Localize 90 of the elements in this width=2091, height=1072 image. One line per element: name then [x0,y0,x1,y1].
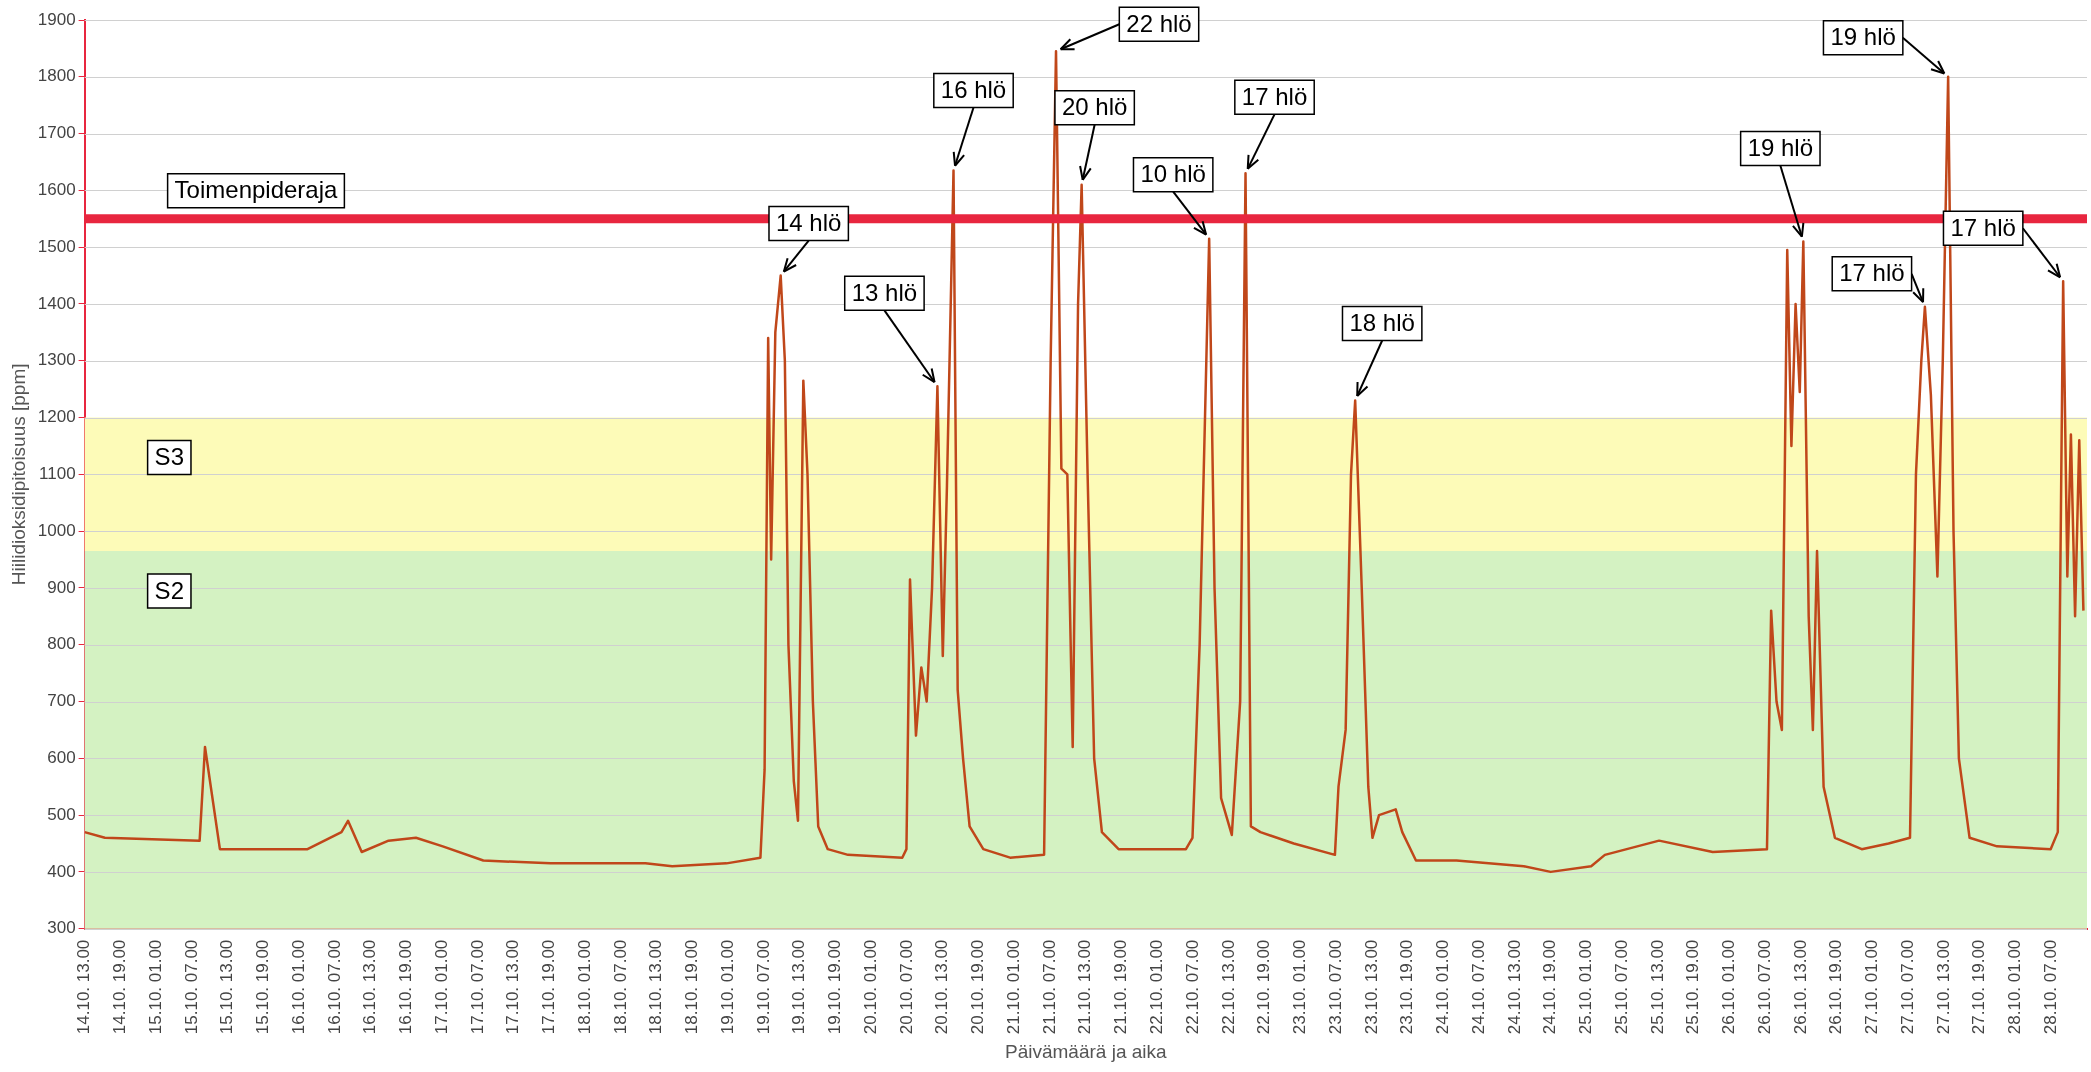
y-tick-label: 800 [47,634,76,654]
annotation: 19 hlö [1747,134,1814,162]
y-tick-label: 1800 [37,66,76,86]
annotation: 17 hlö [1839,259,1905,287]
x-tick-label: 14.10. 19.00 [110,939,130,1035]
x-tick-label: 15.10. 07.00 [181,939,201,1035]
x-tick-label: 26.10. 07.00 [1754,939,1774,1035]
x-tick-label: 26.10. 19.00 [1826,939,1846,1035]
x-tick-label: 16.10. 13.00 [360,939,380,1035]
x-tick-label: 28.10. 01.00 [2005,939,2025,1035]
x-tick-label: 27.10. 07.00 [1897,939,1917,1035]
y-tick-label: 400 [47,861,76,881]
x-tick-label: 24.10. 19.00 [1540,939,1560,1035]
annotation: 19 hlö [1830,23,1896,51]
x-tick-label: 21.10. 01.00 [1003,939,1023,1035]
x-tick-label: 25.10. 19.00 [1683,939,1703,1035]
ref-line-label: Toimenpideraja [174,176,339,204]
y-tick-label: 1400 [37,293,76,313]
annotation: 17 hlö [1241,82,1308,110]
x-tick-label: 24.10. 07.00 [1468,939,1488,1035]
x-tick-label: 20.10. 19.00 [968,939,988,1035]
x-axis-title: Päivämäärä ja aika [1005,1040,1168,1062]
y-tick-label: 1000 [37,520,76,540]
x-tick-label: 16.10. 19.00 [396,939,416,1035]
y-tick-label: 700 [47,691,76,711]
x-tick-label: 18.10. 19.00 [682,939,702,1035]
x-tick-label: 15.10. 13.00 [217,939,237,1035]
y-tick-label: 1500 [37,236,76,256]
y-tick-label: 1100 [39,464,76,484]
x-tick-label: 16.10. 01.00 [288,939,308,1035]
x-tick-label: 21.10. 19.00 [1111,939,1131,1035]
x-tick-label: 27.10. 19.00 [1969,939,1989,1035]
x-tick-label: 19.10. 13.00 [789,939,809,1035]
band-label: S3 [154,443,184,471]
annotation: 14 hlö [775,209,842,237]
x-tick-label: 17.10. 19.00 [539,939,559,1035]
x-tick-label: 19.10. 19.00 [825,939,845,1035]
x-tick-label: 17.10. 07.00 [467,939,487,1035]
x-tick-label: 19.10. 01.00 [717,939,737,1035]
y-tick-label: 1300 [37,350,76,370]
x-tick-label: 15.10. 01.00 [145,939,165,1035]
x-tick-label: 23.10. 13.00 [1361,939,1381,1035]
y-tick-label: 1700 [37,123,76,143]
x-tick-label: 25.10. 07.00 [1611,939,1631,1035]
x-tick-label: 17.10. 01.00 [431,939,451,1035]
x-tick-label: 23.10. 07.00 [1325,939,1345,1035]
y-tick-label: 1200 [37,407,76,427]
x-tick-label: 21.10. 13.00 [1075,939,1095,1035]
x-tick-label: 18.10. 07.00 [610,939,630,1035]
x-tick-label: 15.10. 19.00 [253,939,273,1035]
x-tick-label: 22.10. 07.00 [1182,939,1202,1035]
annotation: 17 hlö [1950,213,2016,241]
annotation: 10 hlö [1140,160,1206,188]
x-tick-label: 17.10. 13.00 [503,939,523,1035]
y-tick-label: 500 [47,804,76,824]
x-tick-label: 14.10. 13.00 [74,939,94,1035]
x-tick-label: 22.10. 01.00 [1147,939,1167,1035]
band-label: S2 [154,576,184,604]
x-tick-label: 26.10. 13.00 [1790,939,1810,1035]
x-tick-label: 24.10. 01.00 [1433,939,1453,1035]
x-tick-label: 18.10. 01.00 [574,939,594,1035]
x-tick-label: 22.10. 13.00 [1218,939,1238,1035]
x-tick-label: 27.10. 13.00 [1933,939,1953,1035]
x-tick-label: 23.10. 01.00 [1290,939,1310,1035]
x-tick-label: 25.10. 13.00 [1647,939,1667,1035]
x-tick-label: 19.10. 07.00 [753,939,773,1035]
annotation: 18 hlö [1349,309,1415,337]
x-tick-label: 21.10. 07.00 [1039,939,1059,1035]
annotation: 16 hlö [940,76,1007,104]
x-tick-label: 16.10. 07.00 [324,939,344,1035]
x-tick-label: 25.10. 01.00 [1576,939,1596,1035]
y-tick-label: 600 [47,747,76,767]
y-tick-label: 300 [47,918,76,938]
x-tick-label: 20.10. 01.00 [860,939,880,1035]
x-tick-label: 20.10. 07.00 [896,939,916,1035]
x-tick-label: 20.10. 13.00 [932,939,952,1035]
x-tick-label: 22.10. 19.00 [1254,939,1274,1035]
annotation: 22 hlö [1126,9,1192,37]
x-tick-label: 18.10. 13.00 [646,939,666,1035]
x-tick-label: 28.10. 07.00 [2040,939,2060,1035]
x-tick-label: 23.10. 19.00 [1397,939,1417,1035]
annotation: 13 hlö [851,278,918,306]
y-tick-label: 900 [47,577,76,597]
x-tick-label: 24.10. 13.00 [1504,939,1524,1035]
y-axis-title: Hiilidioksidipitoisuus [ppm] [7,363,29,586]
x-tick-label: 27.10. 01.00 [1862,939,1882,1035]
y-tick-label: 1600 [37,180,76,200]
y-tick-label: 1900 [37,9,76,29]
annotation: 20 hlö [1061,93,1128,121]
x-tick-label: 26.10. 01.00 [1719,939,1739,1035]
